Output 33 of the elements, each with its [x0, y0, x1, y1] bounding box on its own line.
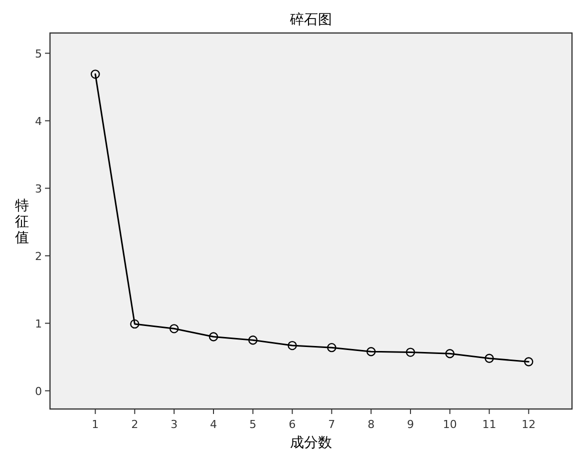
point [208, 332, 218, 342]
x-tick-label: 12 [522, 418, 536, 431]
y-tick-label: 5 [35, 47, 42, 60]
x-tick-label: 7 [328, 418, 336, 431]
y-tick-label: 4 [35, 114, 42, 128]
x-axis-title: 成分数 [290, 435, 332, 451]
point [524, 357, 534, 366]
point [445, 349, 454, 358]
x-tick-label: 8 [368, 418, 375, 431]
point [90, 70, 100, 79]
point [130, 319, 140, 329]
y-tick-label: 2 [35, 250, 42, 263]
point [366, 347, 376, 356]
x-tick-label: 10 [442, 418, 457, 431]
point [288, 340, 297, 350]
x-tick-label: 6 [288, 418, 296, 431]
x-tick-label: 11 [482, 418, 496, 431]
point [406, 348, 416, 357]
point [170, 324, 179, 334]
x-tick-label: 1 [92, 418, 99, 431]
point [248, 336, 258, 345]
x-tick-label: 3 [170, 418, 178, 431]
x-tick-label: 2 [131, 418, 138, 431]
y-axis-title: 特征值 [15, 198, 29, 246]
y-tick-label: 3 [35, 182, 42, 196]
y-tick-label: 0 [35, 384, 42, 398]
point [327, 342, 336, 352]
x-tick-label: 4 [210, 418, 217, 431]
y-tick-label: 1 [35, 317, 42, 330]
chart-title: 碎石图 [289, 12, 332, 28]
x-tick-label: 5 [249, 418, 256, 431]
x-tick-label: 9 [406, 418, 414, 431]
point [484, 354, 494, 363]
